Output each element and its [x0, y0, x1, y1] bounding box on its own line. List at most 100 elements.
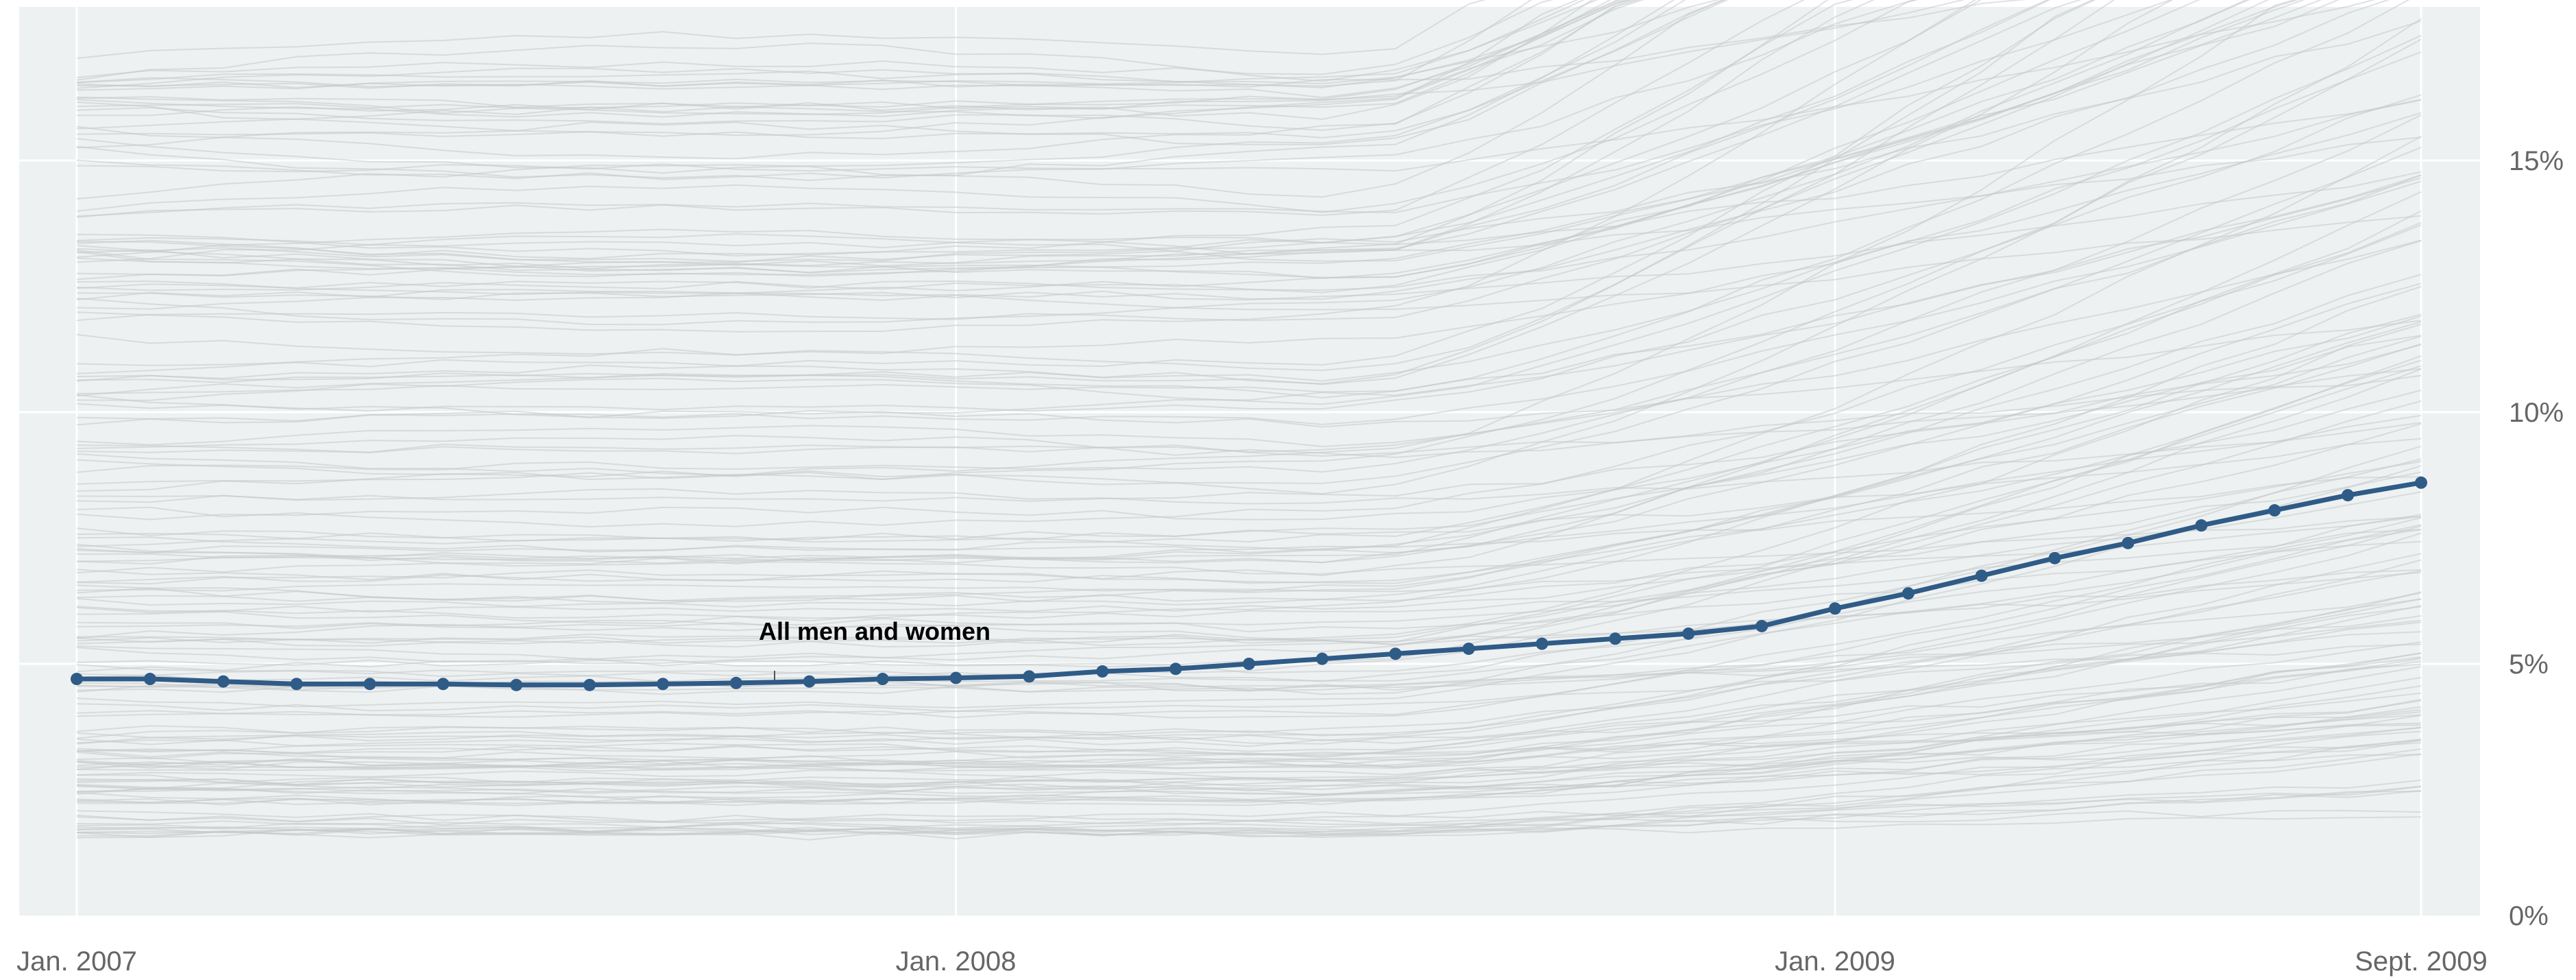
data-point	[1535, 637, 1548, 650]
background-series-line	[76, 791, 2422, 836]
background-series-line	[76, 0, 2115, 374]
background-series-line	[76, 438, 2422, 542]
data-point	[1829, 602, 1841, 615]
background-series-line	[76, 344, 2422, 502]
background-series-line	[76, 414, 2422, 565]
background-series-line	[76, 0, 1599, 82]
background-series-line	[76, 374, 2422, 458]
x-axis-ticks: Jan. 2007 Jan. 2008 Jan. 2009 Sept. 2009	[16, 946, 2488, 977]
background-series-line	[76, 51, 2422, 382]
background-series-line	[76, 738, 2422, 841]
background-series-line	[76, 727, 2422, 796]
background-series-line	[76, 529, 2422, 682]
background-series-line	[76, 516, 2422, 575]
background-series-line	[76, 0, 2200, 294]
data-point	[1901, 587, 1915, 600]
background-series-line	[76, 0, 2250, 326]
background-series-line	[76, 524, 2422, 719]
background-series-line	[76, 726, 2422, 823]
background-series-line	[76, 711, 2422, 763]
x-tick-label: Jan. 2007	[16, 946, 137, 977]
background-series-line	[76, 621, 2422, 748]
data-point	[1169, 662, 1182, 676]
data-point	[1023, 670, 1036, 683]
background-series-line	[76, 0, 1579, 125]
background-series-line	[76, 779, 2422, 839]
background-series-line	[76, 0, 1966, 118]
background-series-line	[76, 0, 1875, 274]
background-series-line	[76, 283, 2422, 565]
background-series-line	[76, 343, 2422, 604]
background-series-line	[76, 171, 2422, 301]
background-series-line	[76, 739, 2422, 836]
background-series-line	[76, 0, 1644, 108]
background-series-line	[76, 514, 2422, 674]
background-series-line	[76, 0, 1533, 89]
background-series-line	[76, 0, 1806, 218]
background-series-line	[76, 0, 1640, 160]
x-tick-label: Jan. 2009	[1775, 946, 1895, 977]
data-point	[1682, 627, 1695, 640]
background-series-line	[76, 0, 1585, 88]
background-series-line	[76, 0, 2410, 398]
background-series-line	[76, 748, 2422, 832]
background-series-line	[76, 136, 2422, 553]
background-series-line	[76, 0, 1686, 174]
data-point	[290, 678, 303, 691]
data-point	[2048, 551, 2061, 564]
background-series-line	[76, 0, 1726, 200]
data-point	[1755, 619, 1769, 632]
background-series-line	[76, 0, 1675, 182]
data-point	[1315, 652, 1328, 665]
background-series-line	[76, 112, 2422, 356]
data-point	[949, 671, 962, 684]
background-series-line	[76, 0, 2376, 173]
background-series-line	[76, 0, 1919, 213]
background-series-line	[76, 0, 1918, 180]
data-point	[657, 678, 669, 691]
background-series-line	[76, 400, 2422, 660]
background-series-line	[76, 0, 2322, 277]
background-series-line	[76, 215, 2422, 311]
y-axis-ticks: 0% 5% 10% 15%	[2509, 146, 2564, 931]
y-tick-label: 15%	[2509, 146, 2564, 176]
series-annotation-label: All men and women	[759, 617, 991, 645]
background-series-line	[76, 239, 2422, 564]
background-series-line	[76, 0, 1622, 115]
data-point	[1243, 658, 1255, 670]
background-series-line	[76, 18, 2422, 495]
background-series-line	[76, 0, 2248, 296]
background-series-line	[76, 0, 1977, 333]
data-point	[1462, 642, 1475, 655]
data-point	[510, 678, 523, 691]
main-series	[71, 476, 2427, 691]
data-point	[1975, 569, 1988, 582]
data-point	[363, 678, 376, 691]
background-series-line	[76, 0, 1594, 120]
background-series-line	[76, 0, 1627, 99]
background-series-line	[76, 0, 2270, 322]
y-tick-label: 10%	[2509, 398, 2564, 428]
background-series-line	[76, 335, 2422, 540]
background-series-line	[76, 0, 2173, 217]
background-series-line	[76, 34, 2422, 405]
background-series-line	[76, 94, 2422, 412]
background-series-line	[76, 0, 1612, 110]
background-series-line	[76, 0, 2051, 260]
background-series-line	[76, 0, 2297, 477]
data-point	[2415, 476, 2427, 489]
background-series-line	[76, 174, 2422, 419]
background-series-line	[76, 525, 2422, 744]
background-series-line	[76, 570, 2422, 734]
background-series-line	[76, 180, 2422, 425]
background-series-line	[76, 706, 2422, 796]
background-series-line	[76, 0, 2096, 368]
background-series-line	[76, 460, 2422, 608]
background-series-line	[76, 313, 2422, 602]
background-series-line	[76, 146, 2422, 485]
background-series-line	[76, 516, 2422, 719]
background-series-line	[76, 422, 2422, 505]
data-point	[143, 673, 156, 686]
background-series-line	[76, 0, 2340, 263]
